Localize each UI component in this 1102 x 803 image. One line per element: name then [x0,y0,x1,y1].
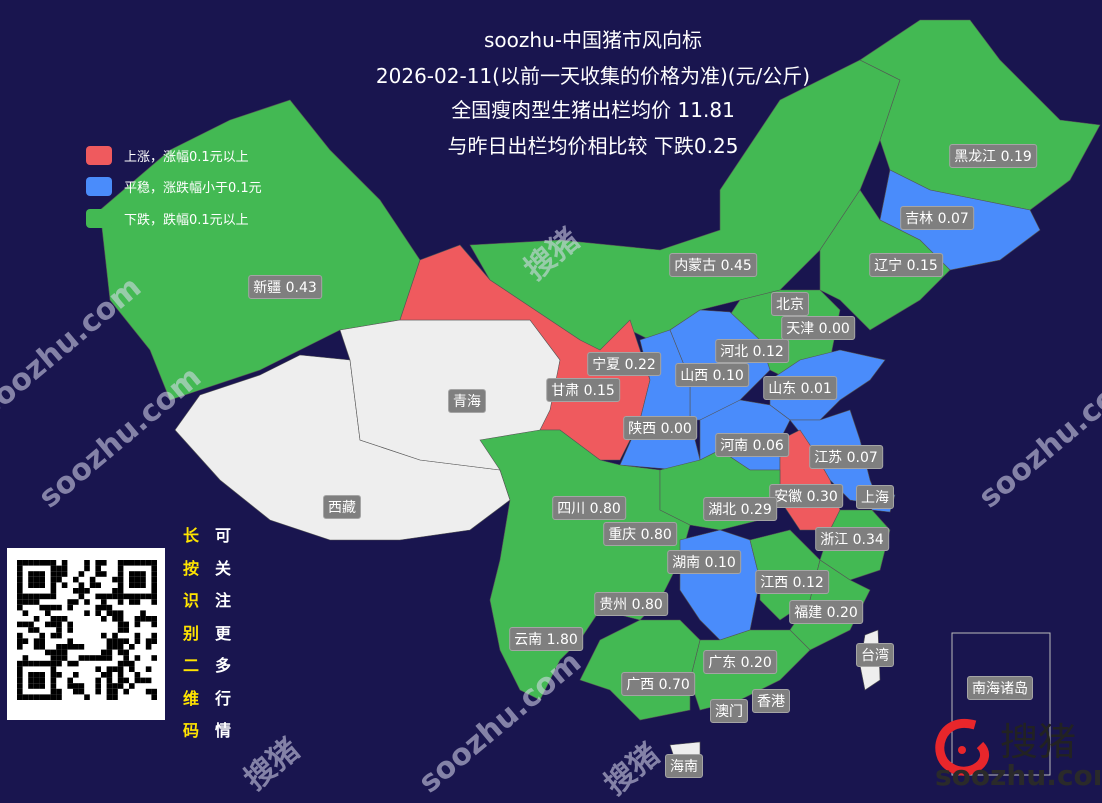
province-label[interactable]: 重庆 0.80 [603,522,677,546]
province-label[interactable]: 辽宁 0.15 [869,253,943,277]
qr-hint-char: 维 [182,688,199,708]
qr-hint-char: 别 [182,623,199,643]
province-4[interactable] [859,19,1101,211]
qr-hint-char: 识 [182,591,199,610]
province-label[interactable]: 广东 0.20 [703,650,777,674]
province-label[interactable]: 四川 0.80 [552,496,626,520]
legend-label: 上涨，涨幅0.1元以上 [124,149,249,165]
qr-hint-char: 注 [214,591,231,610]
qr-hint-char: 更 [214,623,231,643]
province-label[interactable]: 台湾 [856,643,894,667]
province-label[interactable]: 云南 1.80 [509,627,583,651]
qr-hint-char: 行 [214,688,231,708]
province-label[interactable]: 吉林 0.07 [900,206,974,230]
province-23[interactable] [679,529,761,641]
qr-hint-char: 多 [214,656,231,675]
province-label[interactable]: 黑龙江 0.19 [949,144,1037,168]
qr-hint-char: 长 [182,526,199,545]
province-label[interactable]: 河北 0.12 [715,339,789,363]
province-label[interactable]: 甘肃 0.15 [546,378,620,402]
province-13[interactable] [399,244,651,461]
province-label[interactable]: 山西 0.10 [675,363,749,387]
title-line-1: soozhu-中国猪市风向标 [484,28,702,52]
province-label[interactable]: 澳门 [710,699,748,723]
legend-item-down[interactable]: 下跌，跌幅0.1元以上 [86,208,249,228]
province-label[interactable]: 青海 [448,389,486,413]
province-label[interactable]: 南海诸岛 [967,676,1033,700]
province-label[interactable]: 山东 0.01 [763,376,837,400]
province-label[interactable]: 贵州 0.80 [594,592,668,616]
province-label[interactable]: 上海 [856,485,894,509]
province-label[interactable]: 福建 0.20 [789,600,863,624]
legend-swatch-up [86,145,112,165]
province-label[interactable]: 浙江 0.34 [815,527,889,551]
legend-item-up[interactable]: 上涨，涨幅0.1元以上 [86,145,249,165]
province-label[interactable]: 广西 0.70 [621,672,695,696]
qr-hint-char: 关 [214,558,231,578]
province-label[interactable]: 河南 0.06 [715,433,789,457]
province-label[interactable]: 西藏 [323,495,361,519]
legend-label: 平稳，涨跌幅小于0.1元 [124,180,262,196]
qr-code[interactable] [7,548,165,720]
legend-label: 下跌，跌幅0.1元以上 [124,212,249,228]
title-line-2: 2026-02-11(以前一天收集的价格为准)(元/公斤) [375,64,811,88]
qr-hint-char: 可 [214,526,231,545]
qr-hint-char: 情 [214,721,231,740]
legend-swatch-flat [86,176,112,196]
logo-site: soozhu.com [935,759,1100,790]
province-label[interactable]: 江西 0.12 [755,570,829,594]
qr-hint-char: 按 [182,558,199,578]
legend-item-flat[interactable]: 平稳，涨跌幅小于0.1元 [86,176,262,196]
qr-hint-char: 码 [182,721,199,740]
soozhu-logo: 搜猪 soozhu.com [935,718,1100,790]
province-label[interactable]: 天津 0.00 [781,316,855,340]
title-line-3: 全国瘦肉型生猪出栏均价 11.81 [451,98,735,122]
qr-hint-char: 二 [182,656,199,675]
province-label[interactable]: 北京 [771,292,809,316]
province-label[interactable]: 江苏 0.07 [809,445,883,469]
province-label[interactable]: 安徽 0.30 [769,484,843,508]
south-china-sea-inset [951,632,1051,776]
qr-code-image [17,560,157,700]
province-label[interactable]: 湖北 0.29 [703,497,777,521]
province-label[interactable]: 湖南 0.10 [667,550,741,574]
qr-hint-left: 长按识别二维码 [182,520,200,748]
province-label[interactable]: 内蒙古 0.45 [669,253,757,277]
province-label[interactable]: 宁夏 0.22 [587,352,661,376]
province-label[interactable]: 海南 [665,754,703,778]
province-label[interactable]: 香港 [752,689,790,713]
province-30[interactable] [579,619,701,721]
title-line-4: 与昨日出栏均价相比较 下跌0.25 [447,134,739,158]
legend-swatch-down [86,208,112,228]
logo-brand: 搜猪 [1000,720,1076,764]
province-label[interactable]: 新疆 0.43 [248,275,322,299]
qr-hint-right: 可关注更多行情 [214,520,232,748]
province-label[interactable]: 陕西 0.00 [623,416,697,440]
